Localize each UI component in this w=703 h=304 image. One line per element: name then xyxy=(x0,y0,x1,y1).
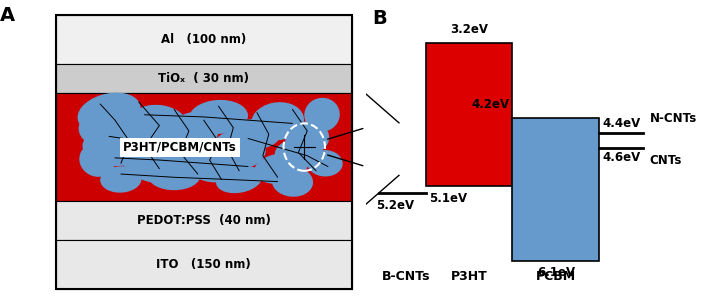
Text: PEDOT:PSS  (40 nm): PEDOT:PSS (40 nm) xyxy=(137,214,271,227)
Text: P3HT: P3HT xyxy=(451,270,487,283)
Ellipse shape xyxy=(275,138,322,169)
Text: 4.4eV: 4.4eV xyxy=(602,117,641,130)
Ellipse shape xyxy=(213,130,266,168)
Text: N-CNTs: N-CNTs xyxy=(650,112,697,125)
Bar xyxy=(512,118,599,261)
Bar xyxy=(426,43,512,186)
Text: Al   (100 nm): Al (100 nm) xyxy=(161,33,246,46)
Bar xyxy=(56,93,351,201)
Ellipse shape xyxy=(272,166,313,197)
Ellipse shape xyxy=(110,119,168,154)
Bar xyxy=(56,15,351,64)
Text: ITO   (150 nm): ITO (150 nm) xyxy=(156,258,251,271)
Ellipse shape xyxy=(307,150,343,177)
Ellipse shape xyxy=(285,121,329,156)
Ellipse shape xyxy=(77,93,141,133)
Text: A: A xyxy=(0,6,15,25)
Text: PCBM: PCBM xyxy=(536,270,576,283)
Ellipse shape xyxy=(82,128,148,166)
Bar xyxy=(56,15,351,289)
Ellipse shape xyxy=(189,100,248,134)
Ellipse shape xyxy=(101,166,141,193)
Text: CNTs: CNTs xyxy=(650,154,682,167)
Text: 4.6eV: 4.6eV xyxy=(602,151,641,164)
Bar xyxy=(56,201,351,240)
Ellipse shape xyxy=(79,143,115,177)
Text: 6.1eV: 6.1eV xyxy=(537,266,575,279)
Text: B-CNTs: B-CNTs xyxy=(382,270,431,283)
Ellipse shape xyxy=(216,166,262,193)
Text: B: B xyxy=(373,9,387,28)
Ellipse shape xyxy=(251,102,304,140)
Ellipse shape xyxy=(122,143,185,183)
Text: P3HT/PCBM/CNTs: P3HT/PCBM/CNTs xyxy=(123,141,237,154)
Ellipse shape xyxy=(227,119,280,149)
Ellipse shape xyxy=(254,153,307,184)
Ellipse shape xyxy=(150,130,209,164)
Text: 5.2eV: 5.2eV xyxy=(375,199,413,212)
Ellipse shape xyxy=(148,160,201,190)
Text: 5.1eV: 5.1eV xyxy=(429,192,467,205)
Bar xyxy=(56,240,351,289)
Text: 3.2eV: 3.2eV xyxy=(450,23,488,36)
Ellipse shape xyxy=(79,116,110,145)
Text: TiOₓ  ( 30 nm): TiOₓ ( 30 nm) xyxy=(158,72,249,85)
Ellipse shape xyxy=(133,105,186,136)
Text: 4.2eV: 4.2eV xyxy=(471,98,509,111)
Ellipse shape xyxy=(304,98,340,132)
Bar xyxy=(56,64,351,93)
Ellipse shape xyxy=(189,148,248,182)
Ellipse shape xyxy=(172,112,219,150)
